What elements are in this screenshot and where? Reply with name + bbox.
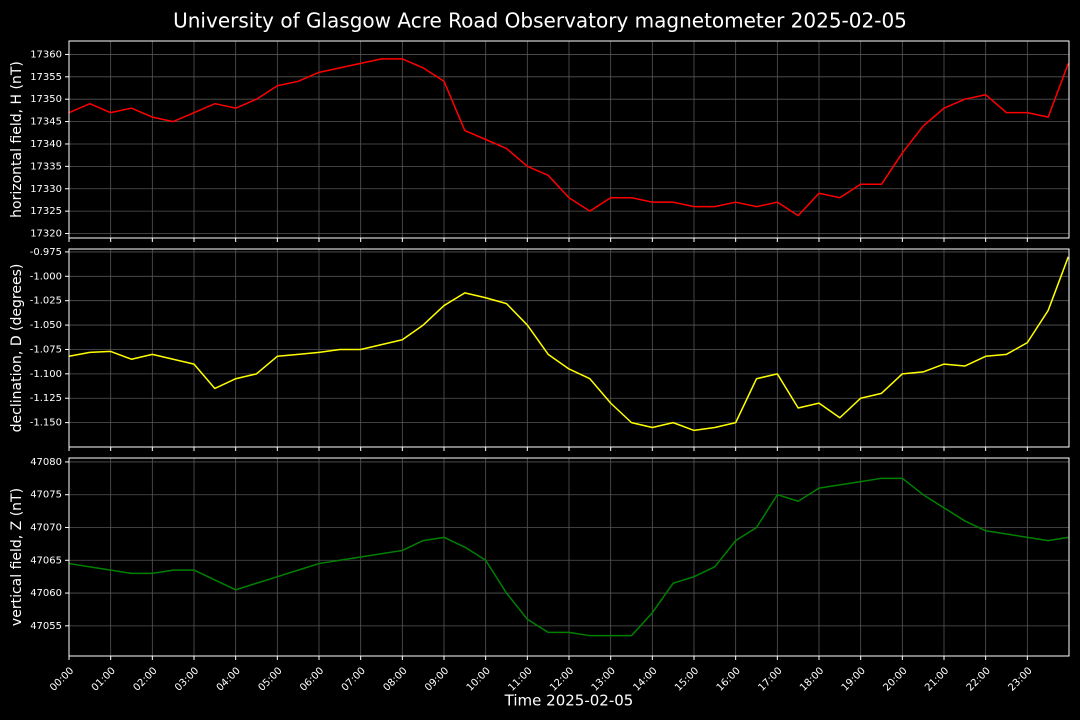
y-tick-label: 17325 bbox=[30, 206, 62, 217]
y-tick-label: 17350 bbox=[30, 94, 62, 105]
axes-frame bbox=[68, 457, 1070, 657]
y-tick-label: -1.050 bbox=[30, 320, 62, 331]
y-tick-label: -1.125 bbox=[30, 393, 62, 404]
y-tick-label: 47075 bbox=[30, 490, 62, 501]
y-tick-label: -1.025 bbox=[30, 296, 62, 307]
x-axis-label: Time 2025-02-05 bbox=[504, 692, 634, 710]
data-line bbox=[68, 477, 1069, 637]
axes-frame bbox=[68, 248, 1070, 448]
y-tick-label: 47060 bbox=[30, 588, 62, 599]
y-tick-label: 47070 bbox=[30, 522, 62, 533]
y-axis-label: horizontal field, H (nT) bbox=[9, 61, 25, 218]
y-tick-label: -0.975 bbox=[30, 247, 62, 258]
y-tick-label: 47065 bbox=[30, 555, 62, 566]
y-tick-label: 47080 bbox=[30, 457, 62, 468]
y-tick-label: 17345 bbox=[30, 117, 62, 128]
y-tick-label: 17360 bbox=[30, 49, 62, 60]
y-tick-label: 17355 bbox=[30, 72, 62, 83]
y-tick-label: 17320 bbox=[30, 229, 62, 240]
y-tick-label: 47055 bbox=[30, 621, 62, 632]
y-tick-label: 17340 bbox=[30, 139, 62, 150]
y-tick-label: 17330 bbox=[30, 184, 62, 195]
y-tick-label: 17335 bbox=[30, 161, 62, 172]
chart-title: University of Glasgow Acre Road Observat… bbox=[173, 9, 907, 33]
axes-frame bbox=[68, 40, 1070, 239]
y-tick-label: -1.150 bbox=[30, 418, 62, 429]
y-tick-label: -1.075 bbox=[30, 344, 62, 355]
y-axis-label: vertical field, Z (nT) bbox=[9, 488, 25, 626]
data-line bbox=[68, 256, 1070, 432]
y-tick-label: -1.000 bbox=[30, 271, 62, 282]
y-axis-label: declination, D (degrees) bbox=[9, 264, 25, 433]
data-line bbox=[68, 58, 1070, 217]
y-tick-label: -1.100 bbox=[30, 369, 62, 380]
